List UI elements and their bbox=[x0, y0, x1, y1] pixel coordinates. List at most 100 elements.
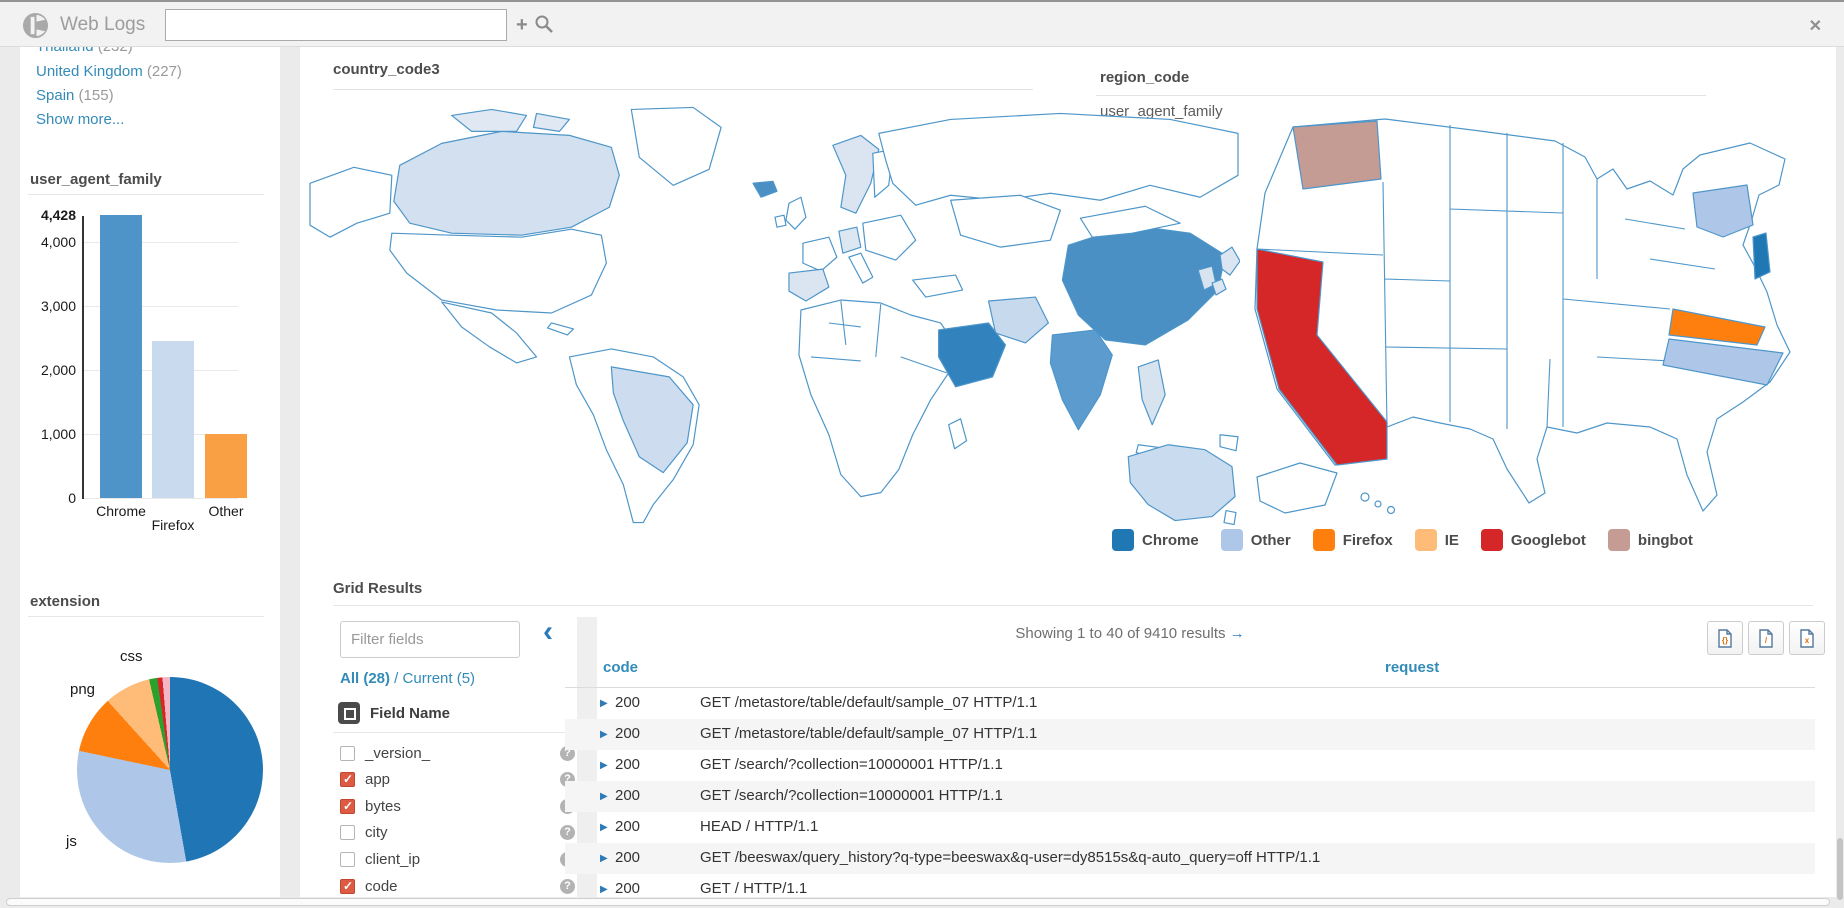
legend-item-bingbot[interactable]: bingbot bbox=[1607, 529, 1693, 551]
us-map-regions[interactable] bbox=[1254, 118, 1791, 515]
table-row[interactable]: ▶ 200 HEAD / HTTP/1.1 bbox=[565, 812, 1815, 843]
field-checkbox-bytes[interactable] bbox=[340, 798, 355, 814]
pie-label-png: png bbox=[70, 681, 96, 698]
expand-row-icon[interactable]: ▶ bbox=[600, 884, 608, 895]
export-xls-button[interactable]: x bbox=[1789, 621, 1825, 655]
legend-swatch bbox=[1607, 529, 1630, 551]
y-axis-tick: 4,000 bbox=[40, 234, 76, 251]
column-header-request[interactable]: request bbox=[1385, 659, 1440, 676]
legend-item-other[interactable]: Other bbox=[1220, 529, 1291, 551]
bar-other[interactable] bbox=[205, 434, 247, 498]
help-icon[interactable]: ? bbox=[560, 825, 575, 841]
expand-row-icon[interactable]: ▶ bbox=[600, 791, 608, 802]
expand-row-icon[interactable]: ▶ bbox=[600, 853, 608, 864]
table-row[interactable]: ▶ 200 GET /search/?collection=10000001 HTT… bbox=[565, 781, 1815, 812]
facet-count: (232) bbox=[98, 47, 133, 55]
y-axis-tick: 1,000 bbox=[40, 426, 76, 443]
region-central-asia bbox=[950, 194, 1061, 248]
link-separator: / bbox=[390, 670, 403, 687]
region-japan bbox=[1219, 246, 1240, 276]
show-more-link[interactable]: Show more... bbox=[36, 111, 125, 128]
region-mongolia bbox=[1079, 205, 1181, 238]
bar-chrome[interactable] bbox=[100, 215, 142, 498]
current-fields-link[interactable]: Current (5) bbox=[402, 670, 476, 687]
horizontal-scrollbar[interactable] bbox=[6, 898, 1830, 906]
expand-row-icon[interactable]: ▶ bbox=[600, 822, 608, 833]
region-japan bbox=[1211, 278, 1227, 296]
us-outline bbox=[1254, 118, 1791, 512]
region-china bbox=[1061, 224, 1226, 346]
legend-label: Other bbox=[1250, 531, 1291, 549]
all-fields-link[interactable]: All (28) bbox=[340, 670, 391, 687]
table-row[interactable]: ▶ 200 GET /search/?collection=10000001 HTT… bbox=[565, 750, 1815, 781]
main-panel: country_code3 region_code user_agent_fam… bbox=[300, 47, 1836, 897]
export-buttons: {} / x bbox=[1702, 621, 1825, 655]
table-row[interactable]: ▶ 200 GET /beeswax/query_history?q-type=be… bbox=[565, 843, 1815, 874]
field-checkbox-code[interactable] bbox=[340, 878, 355, 894]
facet-link[interactable]: Thailand bbox=[36, 47, 94, 55]
search-input[interactable] bbox=[165, 9, 507, 41]
region-africa bbox=[798, 299, 957, 498]
hue-logo-icon[interactable] bbox=[22, 12, 49, 39]
add-facet-icon[interactable]: + bbox=[516, 14, 528, 36]
field-checkbox-_version_[interactable] bbox=[340, 745, 355, 761]
region-usa bbox=[389, 228, 607, 314]
field-checkbox-app[interactable] bbox=[340, 772, 355, 788]
collapse-panel-icon[interactable]: ‹ bbox=[543, 615, 553, 648]
legend-item-chrome[interactable]: Chrome bbox=[1112, 529, 1199, 551]
close-icon[interactable]: ✕ bbox=[1808, 18, 1822, 35]
toggle-all-fields-checkbox[interactable] bbox=[338, 702, 360, 724]
vertical-scrollbar[interactable] bbox=[1837, 838, 1843, 900]
field-row-_version_: _version_? bbox=[340, 741, 580, 765]
grid-results-title: Grid Results bbox=[333, 580, 423, 597]
table-row[interactable]: ▶ 200 GET /metastore/table/default/sample_… bbox=[565, 688, 1815, 719]
world-map[interactable] bbox=[302, 105, 1240, 525]
export-csv-button[interactable]: / bbox=[1748, 621, 1784, 655]
column-header-code[interactable]: code bbox=[603, 659, 639, 676]
divider bbox=[333, 89, 1033, 90]
pie-label-css: css bbox=[120, 648, 143, 665]
pie-label-js: js bbox=[66, 833, 77, 850]
field-checkbox-city[interactable] bbox=[340, 825, 355, 841]
region-virginia bbox=[1668, 308, 1766, 346]
region-arctic-islands bbox=[532, 112, 571, 132]
legend-item-ie[interactable]: IE bbox=[1414, 529, 1459, 551]
divider bbox=[333, 605, 1813, 606]
region-new-jersey bbox=[1752, 232, 1771, 280]
extension-pie-chart[interactable] bbox=[77, 677, 263, 863]
expand-row-icon[interactable]: ▶ bbox=[600, 729, 608, 740]
facet-count: (155) bbox=[78, 87, 114, 104]
user-agent-bar-chart[interactable]: 4,428 4,000 3,000 2,000 1,000 0 Chrome Firefox O… bbox=[20, 197, 280, 542]
divider bbox=[28, 616, 264, 617]
field-checkbox-client_ip[interactable] bbox=[340, 851, 355, 867]
facet-link[interactable]: United Kingdom bbox=[36, 62, 143, 80]
bar-firefox[interactable] bbox=[152, 341, 194, 498]
filter-fields-input[interactable] bbox=[340, 621, 520, 658]
legend-item-googlebot[interactable]: Googlebot bbox=[1480, 529, 1586, 551]
divider bbox=[565, 687, 1815, 688]
next-page-icon[interactable]: → bbox=[1229, 625, 1245, 642]
region-turkey bbox=[912, 274, 964, 298]
state-borders bbox=[1256, 125, 1716, 429]
region-saudi-arabia bbox=[938, 322, 1007, 388]
export-json-button[interactable]: {} bbox=[1707, 621, 1743, 655]
region-australia bbox=[1127, 444, 1236, 522]
us-map[interactable] bbox=[1245, 97, 1800, 522]
region-california bbox=[1256, 248, 1388, 466]
us-map-subtitle: user_agent_family bbox=[1100, 103, 1223, 120]
expand-row-icon[interactable]: ▶ bbox=[600, 698, 608, 709]
region-russia bbox=[878, 112, 1239, 206]
region-madagascar bbox=[948, 418, 968, 450]
region-new-zealand bbox=[1223, 509, 1237, 525]
legend-swatch bbox=[1220, 529, 1243, 551]
legend-item-firefox[interactable]: Firefox bbox=[1312, 529, 1393, 551]
region-hawaii bbox=[1360, 492, 1370, 502]
table-row[interactable]: ▶ 200 GET / HTTP/1.1 bbox=[565, 874, 1815, 897]
facet-link[interactable]: Spain bbox=[36, 87, 75, 104]
cell-code: 200 bbox=[615, 787, 641, 804]
world-map-regions[interactable] bbox=[309, 106, 1240, 525]
search-icon[interactable] bbox=[534, 14, 554, 34]
help-icon[interactable]: ? bbox=[560, 878, 575, 894]
expand-row-icon[interactable]: ▶ bbox=[600, 760, 608, 771]
table-row[interactable]: ▶ 200 GET /metastore/table/default/sample_… bbox=[565, 719, 1815, 750]
